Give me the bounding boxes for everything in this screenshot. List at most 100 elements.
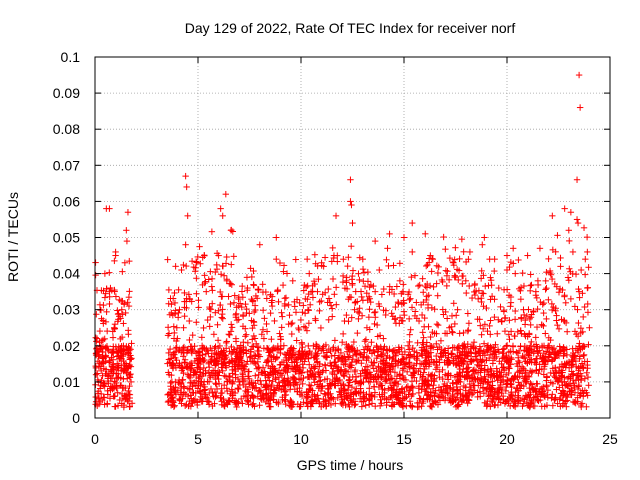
series-0-point-144	[536, 245, 544, 252]
data-point-2928	[212, 309, 219, 316]
data-point-1531	[503, 383, 510, 391]
data-point-3080	[541, 392, 548, 400]
data-point-2729	[443, 315, 451, 322]
data-point-3143	[462, 387, 469, 394]
data-point-188	[566, 237, 573, 245]
data-point-1919	[522, 332, 529, 340]
data-point-2717	[411, 272, 419, 279]
data-point-2440	[252, 352, 259, 359]
data-point-3001	[407, 402, 414, 409]
data-point-1349	[464, 353, 472, 360]
series-0-point-92	[347, 198, 354, 205]
data-point-960	[165, 349, 172, 357]
data-point-590	[219, 293, 226, 300]
data-point-375	[111, 257, 118, 265]
data-point-290	[554, 400, 561, 407]
data-point-2222	[221, 372, 228, 379]
data-point-1623	[208, 283, 215, 290]
series-0-point-32	[165, 371, 173, 378]
data-point-1139	[555, 289, 563, 296]
series-0-point-56	[182, 172, 189, 180]
series-0-point-126	[462, 277, 469, 285]
data-point-2147	[358, 398, 365, 406]
series-0-point-0	[92, 371, 100, 378]
series-0-point-76	[297, 375, 305, 382]
data-point-1921	[302, 351, 310, 359]
data-point-2982	[276, 361, 284, 369]
series-0-point-107	[404, 342, 412, 349]
data-point-1127	[106, 395, 114, 402]
data-point-1362	[545, 334, 552, 341]
data-point-2214	[219, 367, 226, 375]
series-0-point-176	[178, 400, 185, 407]
series-0-point-54	[227, 328, 235, 335]
data-point-1093	[419, 329, 426, 336]
series-0-point-200	[406, 385, 414, 393]
data-point-3155	[455, 401, 462, 408]
data-point-276	[452, 312, 460, 319]
data-point-2294	[534, 396, 542, 403]
data-point-2999	[365, 378, 372, 385]
data-point-3105	[332, 284, 340, 291]
data-point-1342	[361, 338, 369, 345]
data-point-2937	[560, 317, 568, 324]
data-point-1883	[403, 368, 411, 376]
data-point-3113	[497, 381, 504, 389]
data-point-2779	[487, 365, 494, 373]
data-point-2709	[366, 347, 373, 355]
data-point-1310	[386, 346, 393, 353]
data-point-2945	[443, 282, 450, 290]
data-point-917	[93, 338, 100, 345]
series-0-point-142	[528, 346, 535, 353]
data-point-3102	[444, 360, 452, 368]
series-0-point-165	[586, 324, 593, 331]
data-point-3071	[483, 385, 491, 393]
data-point-1016	[465, 396, 473, 404]
data-point-2942	[307, 399, 314, 407]
data-point-2770	[443, 382, 451, 389]
data-point-2810	[349, 355, 356, 363]
data-point-603	[270, 344, 277, 351]
x-axis-label: GPS time / hours	[297, 457, 404, 473]
series-0-point-74	[289, 277, 296, 285]
data-point-742	[193, 259, 200, 266]
data-point-3260	[461, 344, 469, 351]
data-point-2635	[314, 381, 321, 388]
data-point-1992	[428, 403, 436, 411]
data-point-2701	[454, 377, 462, 384]
data-point-16	[317, 324, 325, 332]
data-point-1172	[564, 382, 571, 390]
data-point-2623	[180, 384, 188, 391]
data-point-3194	[332, 382, 339, 389]
data-point-2749	[252, 292, 260, 300]
data-point-1677	[228, 321, 235, 328]
data-point-1766	[126, 382, 133, 390]
data-point-2115	[193, 319, 200, 326]
data-point-775	[528, 381, 535, 388]
data-point-2897	[198, 372, 206, 380]
data-point-3247	[211, 345, 218, 352]
data-point-3152	[123, 391, 131, 398]
data-point-2898	[463, 365, 470, 372]
data-point-2216	[286, 311, 293, 319]
data-point-422	[238, 288, 246, 295]
data-point-2403	[366, 385, 373, 392]
data-point-448	[480, 340, 488, 347]
series-0-point-86	[273, 234, 280, 241]
data-point-618	[540, 365, 548, 373]
data-point-3069	[229, 380, 236, 388]
data-point-2413	[242, 360, 250, 368]
data-point-2934	[567, 385, 575, 393]
data-point-1194	[193, 275, 200, 282]
data-point-2914	[370, 374, 377, 382]
data-point-3150	[121, 367, 129, 375]
data-point-3178	[308, 400, 316, 407]
data-point-585	[533, 323, 541, 331]
data-point-1275	[471, 281, 478, 289]
data-point-2192	[562, 398, 569, 405]
series-0-point-168	[573, 176, 581, 183]
data-point-2048	[225, 359, 233, 366]
data-point-2594	[530, 307, 537, 315]
data-point-2407	[506, 317, 513, 324]
